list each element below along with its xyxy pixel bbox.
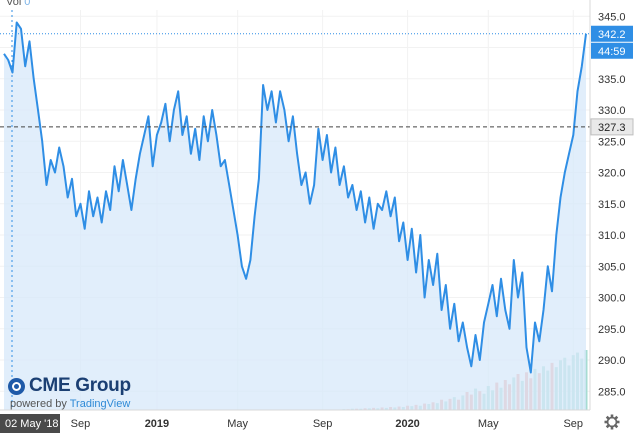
powered-by: powered by TradingView	[10, 398, 131, 410]
countdown-badge	[591, 42, 633, 59]
reference-badge	[590, 118, 634, 136]
date-badge-label: 02 May '18	[5, 418, 58, 430]
x-tick-label: Sep	[71, 418, 91, 430]
y-tick-label: 295.0	[598, 324, 626, 336]
x-tick-label: 2019	[145, 418, 169, 430]
x-tick-label: May	[227, 418, 248, 430]
y-tick-label: 290.0	[598, 355, 626, 367]
volume-legend: Vol 0	[6, 0, 30, 8]
last-price-label: 342.2	[598, 29, 626, 41]
price-area	[4, 22, 586, 410]
y-tick-label: 325.0	[598, 136, 626, 148]
x-tick-label: Sep	[313, 418, 333, 430]
price-line	[3, 21, 587, 374]
y-tick-label: 335.0	[598, 74, 626, 86]
volume-label: Vol	[6, 0, 22, 8]
y-tick-label: 330.0	[598, 105, 626, 117]
x-tick-label: May	[478, 418, 499, 430]
y-tick-label: 285.0	[598, 386, 626, 398]
y-tick-label: 310.0	[598, 230, 626, 242]
reference-label: 327.3	[598, 122, 626, 134]
volume-value: 0	[24, 0, 31, 8]
y-tick-label: 300.0	[598, 293, 626, 305]
brand-name: CME Group	[29, 375, 131, 396]
brand-logo: CME Group powered by TradingView	[8, 375, 131, 410]
tradingview-link[interactable]: TradingView	[69, 398, 131, 410]
last-price-badge	[591, 25, 633, 42]
date-badge	[0, 414, 60, 433]
brand-row: CME Group	[8, 375, 131, 397]
y-tick-label: 305.0	[598, 261, 626, 273]
x-tick-label: Sep	[563, 418, 583, 430]
countdown-label: 44:59	[598, 46, 626, 58]
gear-icon[interactable]	[604, 414, 620, 430]
cme-globe-icon	[8, 377, 25, 395]
y-tick-label: 315.0	[598, 199, 626, 211]
x-tick-label: 2020	[395, 418, 419, 430]
powered-by-label: powered by	[10, 398, 67, 410]
y-tick-label: 345.0	[598, 11, 626, 23]
y-tick-label: 320.0	[598, 168, 626, 180]
